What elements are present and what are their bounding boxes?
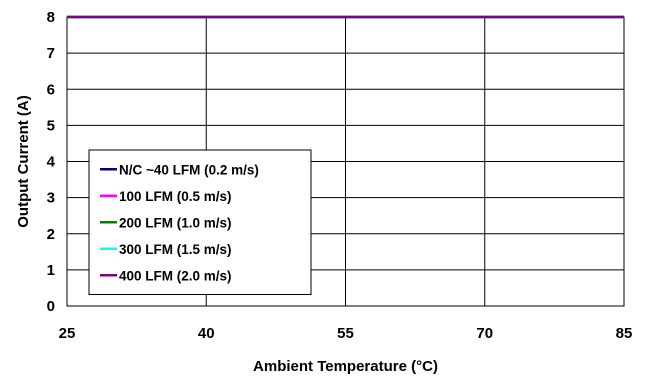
x-axis-title: Ambient Temperature (°C) (253, 358, 438, 375)
y-tick-label: 1 (47, 262, 55, 279)
legend-label: 200 LFM (1.0 m/s) (119, 215, 232, 230)
y-axis-title: Output Current (A) (15, 95, 32, 227)
legend-box (88, 149, 312, 295)
x-tick-label: 70 (476, 325, 493, 342)
x-tick-label: 25 (59, 325, 76, 342)
legend-item: 100 LFM (0.5 m/s) (100, 189, 232, 204)
legend-item: 400 LFM (2.0 m/s) (100, 268, 232, 283)
y-tick-label: 7 (47, 45, 55, 62)
y-tick-label: 2 (47, 226, 55, 243)
x-axis-ticks: 25 40 55 70 85 (59, 325, 633, 342)
x-tick-label: 55 (337, 325, 354, 342)
y-tick-label: 3 (47, 190, 55, 207)
legend-item: 300 LFM (1.5 m/s) (100, 242, 232, 257)
legend-label: 300 LFM (1.5 m/s) (119, 242, 232, 257)
y-tick-label: 6 (47, 81, 55, 98)
x-tick-label: 85 (616, 325, 633, 342)
legend-label: N/C ~40 LFM (0.2 m/s) (119, 162, 259, 177)
legend-item: N/C ~40 LFM (0.2 m/s) (100, 162, 259, 177)
legend-label: 400 LFM (2.0 m/s) (119, 268, 232, 283)
legend: N/C ~40 LFM (0.2 m/s) 100 LFM (0.5 m/s) 20… (88, 149, 312, 295)
legend-item: 200 LFM (1.0 m/s) (100, 215, 232, 230)
legend-label: 100 LFM (0.5 m/s) (119, 189, 232, 204)
y-tick-label: 8 (47, 9, 55, 26)
y-tick-label: 4 (47, 154, 56, 171)
y-tick-label: 0 (47, 298, 55, 315)
x-tick-label: 40 (198, 325, 215, 342)
y-axis-ticks: 0 1 2 3 4 5 6 7 8 (47, 9, 56, 315)
y-tick-label: 5 (47, 117, 55, 134)
